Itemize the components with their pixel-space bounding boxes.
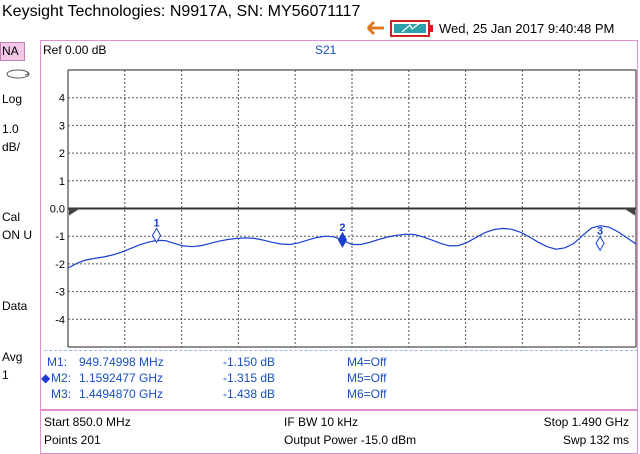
marker-row-2-value: -1.315 dB <box>223 371 276 385</box>
y-tick-label: -1 <box>55 231 65 243</box>
measurement-label[interactable]: S21 <box>315 43 337 57</box>
marker-row-3-id[interactable]: M3: <box>51 387 72 401</box>
mode-badge[interactable]: NA <box>0 42 25 61</box>
marker-number: 3 <box>597 225 603 237</box>
data-label[interactable]: Data <box>2 299 28 313</box>
y-tick-label: 0.0 <box>50 204 65 216</box>
status-footer: Start 850.0 MHz IF BW 10 kHz Stop 1.490 … <box>40 410 638 454</box>
battery-icon <box>390 20 433 37</box>
marker-table: M1: 949.74998 MHz -1.150 dB M4=Off ◆ M2:… <box>41 350 638 409</box>
sweep-icon <box>6 69 30 79</box>
marker-row-1-id[interactable]: M1: <box>47 355 68 369</box>
marker-row-3-freq: 1.4494870 GHz <box>79 387 164 401</box>
marker-row-1-other[interactable]: M4=Off <box>347 355 387 369</box>
marker-row-2-id[interactable]: M2: <box>51 371 72 385</box>
stop-frequency[interactable]: Stop 1.490 GHz <box>543 415 629 429</box>
date-time: Wed, 25 Jan 2017 9:40:48 PM <box>439 21 615 36</box>
y-tick-label: 4 <box>59 93 65 105</box>
antenna-icon <box>366 20 384 36</box>
y-tick-label: -4 <box>55 314 65 326</box>
plot-frame <box>40 40 638 410</box>
start-frequency[interactable]: Start 850.0 MHz <box>44 415 131 429</box>
marker-1: 1 <box>151 217 162 244</box>
format-label[interactable]: Log <box>2 92 23 106</box>
marker-row-1-value: -1.150 dB <box>223 355 276 369</box>
marker-row-3-value: -1.438 dB <box>223 387 276 401</box>
marker-number: 2 <box>339 222 345 234</box>
ref-arrow-right <box>624 208 635 216</box>
grid <box>67 69 637 348</box>
reference-level[interactable]: Ref 0.00 dB <box>43 43 107 57</box>
s21-trace <box>67 225 637 269</box>
if-bandwidth[interactable]: IF BW 10 kHz <box>284 415 359 429</box>
points-count[interactable]: Points 201 <box>44 433 101 447</box>
trace-chart[interactable]: 4 3 2 1 0.0 -1 -2 -3 -4 1 2 3 <box>40 60 638 350</box>
avg-count: 1 <box>2 368 9 382</box>
scale-unit: dB/ <box>2 140 21 154</box>
marker-row-2-other[interactable]: M5=Off <box>347 371 387 385</box>
cal-state: ON U <box>2 228 32 242</box>
marker-diamond <box>337 231 348 248</box>
marker-row-2-freq: 1.1592477 GHz <box>79 371 164 385</box>
window-title: Keysight Technologies: N9917A, SN: MY560… <box>2 3 361 20</box>
y-ticks: 4 3 2 1 0.0 -1 -2 -3 -4 <box>50 93 65 327</box>
markers: 1 2 3 <box>151 217 605 252</box>
y-tick-label: 3 <box>59 120 65 132</box>
marker-diamond <box>151 227 162 244</box>
active-marker-icon: ◆ <box>41 371 51 385</box>
title-bar: Keysight Technologies: N9917A, SN: MY560… <box>0 0 640 38</box>
y-tick-label: 2 <box>59 148 65 160</box>
marker-row-3-other[interactable]: M6=Off <box>347 387 387 401</box>
y-tick-label: -2 <box>55 259 65 271</box>
ref-arrow-left <box>69 208 80 216</box>
y-tick-label: -3 <box>55 287 65 299</box>
sweep-time[interactable]: Swp 132 ms <box>562 433 629 447</box>
cal-label[interactable]: Cal <box>2 210 21 224</box>
marker-3: 3 <box>595 225 605 252</box>
y-tick-label: 1 <box>59 176 65 188</box>
marker-2: 2 <box>337 222 348 248</box>
marker-diamond <box>595 235 605 252</box>
marker-row-1-freq: 949.74998 MHz <box>79 355 164 369</box>
scale-value[interactable]: 1.0 <box>2 122 19 136</box>
output-power[interactable]: Output Power -15.0 dBm <box>284 433 417 447</box>
marker-number: 1 <box>153 217 159 229</box>
avg-label[interactable]: Avg <box>2 350 23 364</box>
